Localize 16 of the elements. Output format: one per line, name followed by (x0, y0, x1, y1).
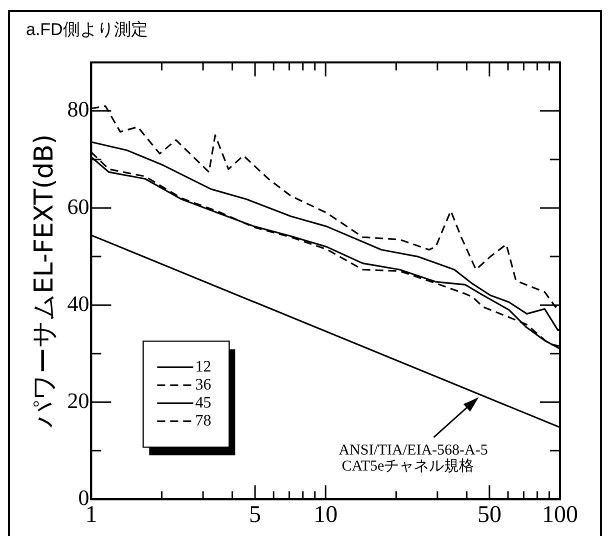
x-tick-label: 5 (249, 502, 262, 528)
legend-label: 12 (195, 358, 212, 376)
annotation: ANSI/TIA/EIA-568-A-5 CAT5eチャネル規格 (338, 442, 488, 475)
x-tick-label: 50 (477, 502, 502, 528)
x-tick-label: 100 (542, 502, 578, 528)
legend-label: 45 (195, 394, 212, 412)
y-tick-label: 20 (67, 388, 90, 413)
legend-label: 36 (195, 376, 212, 394)
y-tick-label: 60 (67, 194, 90, 219)
y-tick-label: 0 (78, 484, 90, 510)
x-tick-label: 10 (314, 502, 338, 528)
y-axis-title: パワーサムEL-FEXT(dB) (29, 134, 60, 428)
legend-label: 78 (195, 412, 212, 430)
y-tick-label: 40 (67, 290, 90, 316)
chart-title: a.FD側より測定 (26, 20, 148, 39)
y-tick-label: 80 (67, 96, 90, 122)
